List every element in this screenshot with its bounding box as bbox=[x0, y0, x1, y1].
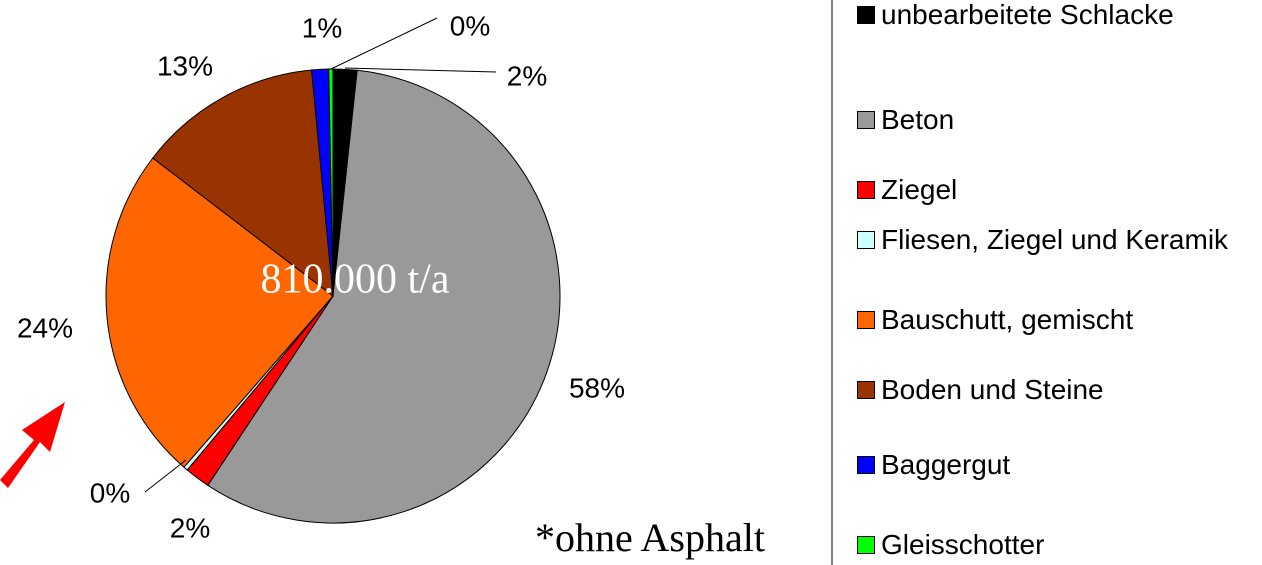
pie-slice bbox=[207, 69, 561, 524]
leader-line bbox=[344, 67, 497, 73]
legend-swatch bbox=[857, 456, 875, 474]
legend-item: Beton bbox=[857, 105, 1256, 135]
annotation: *ohne Asphalt bbox=[535, 515, 765, 560]
data-label: 24% bbox=[17, 312, 73, 343]
legend-swatch bbox=[857, 311, 875, 329]
legend-label: Boden und Steine bbox=[881, 374, 1104, 405]
pie-slice bbox=[152, 69, 334, 298]
legend-item: Fliesen, Ziegel und Keramik bbox=[857, 225, 1256, 255]
pie bbox=[105, 68, 561, 524]
legend-label: Baggergut bbox=[881, 449, 1011, 480]
data-label: 0% bbox=[450, 10, 490, 41]
legend-swatch bbox=[857, 6, 875, 24]
legend-swatch bbox=[857, 381, 875, 399]
legend-label: Ziegel bbox=[881, 174, 958, 205]
legend-item: Boden und Steine bbox=[857, 375, 1256, 405]
center-label: 810.000 t/a bbox=[261, 257, 450, 303]
pie-slice bbox=[328, 68, 334, 297]
legend-label: Beton bbox=[881, 104, 955, 135]
legend-swatch bbox=[857, 181, 875, 199]
legend-item: unbearbeitete Schlacke bbox=[857, 0, 1256, 30]
arrow bbox=[0, 402, 65, 488]
legend-item: Bauschutt, gemischt bbox=[857, 305, 1256, 335]
legend-item: Gleisschotter bbox=[857, 530, 1256, 560]
legend-swatch bbox=[857, 231, 875, 249]
data-label: 2% bbox=[170, 512, 210, 543]
legend-label: Gleisschotter bbox=[881, 529, 1045, 560]
data-label: 2% bbox=[507, 60, 547, 91]
data-label: 1% bbox=[302, 12, 342, 43]
legend-label: Fliesen, Ziegel und Keramik bbox=[881, 224, 1229, 255]
legend-swatch bbox=[857, 111, 875, 129]
legend-label: unbearbeitete Schlacke bbox=[881, 0, 1174, 30]
legend-swatch bbox=[857, 536, 875, 554]
legend-item: Baggergut bbox=[857, 450, 1256, 480]
data-label: 13% bbox=[157, 50, 213, 81]
pie-slice bbox=[105, 157, 334, 468]
data-label: 58% bbox=[569, 372, 625, 403]
legend-item: Ziegel bbox=[857, 175, 1256, 205]
leader-line bbox=[144, 459, 187, 493]
leader-line bbox=[330, 17, 438, 70]
data-label: 0% bbox=[90, 477, 130, 508]
legend-label: Bauschutt, gemischt bbox=[881, 304, 1134, 335]
